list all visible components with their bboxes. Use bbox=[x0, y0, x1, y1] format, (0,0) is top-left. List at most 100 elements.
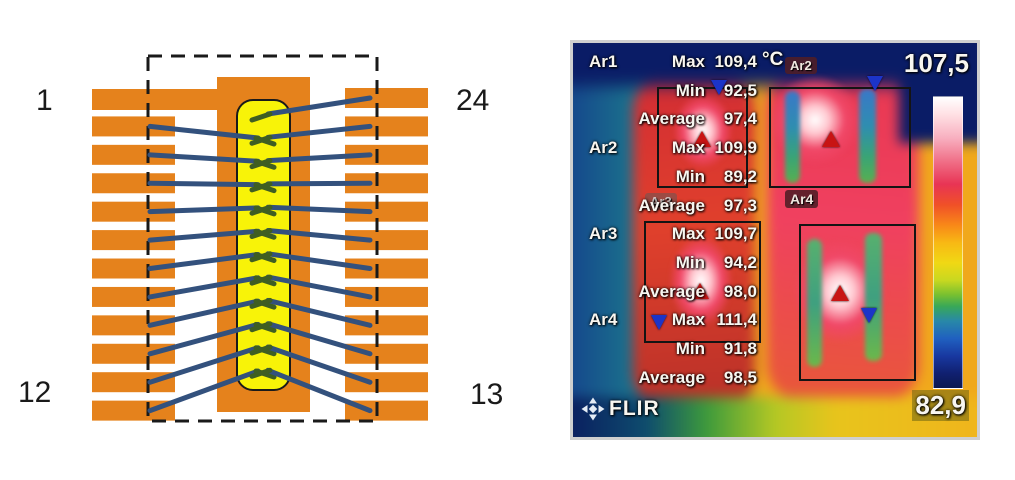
thermal-image: Ar3 Ar2 Ar4 °C 107,5 82,9 Ar1 Max 109,4 Min… bbox=[570, 40, 980, 440]
bond-wire-right bbox=[265, 204, 373, 215]
hot-spot-marker bbox=[691, 283, 709, 299]
lead-right bbox=[345, 286, 428, 307]
scale-max-value: 107,5 bbox=[903, 48, 969, 78]
bond-wire-left bbox=[147, 321, 261, 357]
lead-left-1-pad-tie bbox=[92, 89, 218, 110]
stat-label: Max bbox=[671, 138, 705, 158]
lead-left bbox=[92, 315, 175, 336]
stat-value: 109,9 bbox=[714, 138, 757, 158]
bond-stitch bbox=[249, 228, 273, 239]
leadframe-svg bbox=[92, 54, 428, 423]
stat-value: 109,4 bbox=[714, 52, 757, 71]
stat-value: 111,4 bbox=[716, 310, 757, 330]
stat-label: Average bbox=[638, 109, 705, 129]
stat-value: 97,4 bbox=[723, 109, 757, 129]
stat-label: Average bbox=[638, 367, 705, 387]
lead-left bbox=[92, 144, 175, 165]
cool-stripe bbox=[807, 239, 822, 367]
cool-stripe bbox=[785, 91, 800, 183]
lead-left bbox=[92, 400, 175, 421]
reading-row: Ar4 Max 111,4 bbox=[573, 310, 773, 330]
stat-value: 97,3 bbox=[723, 195, 757, 215]
flir-logo: FLIR bbox=[581, 397, 660, 421]
lead-left bbox=[92, 116, 175, 137]
bond-stitch bbox=[249, 367, 273, 379]
bond-wire-right bbox=[265, 95, 373, 117]
stat-label: Min bbox=[675, 339, 705, 358]
reading-row: Average 97,4 bbox=[573, 109, 773, 129]
measurement-readings: Ar1 Max 109,4 Min 92,5 Average 97,4 Ar2 Max 109,9… bbox=[573, 43, 977, 437]
reading-row: Average 98,5 bbox=[573, 368, 773, 388]
leadframe-diagram: 1 24 12 13 bbox=[18, 54, 503, 423]
bond-wire-right bbox=[265, 321, 373, 357]
hot-spot-marker bbox=[831, 285, 849, 301]
stat-label: Average bbox=[638, 195, 705, 215]
measurement-box-ar3 bbox=[644, 221, 761, 343]
area-label: Ar1 bbox=[589, 52, 618, 71]
bond-wire-left bbox=[147, 345, 261, 385]
lead-right bbox=[345, 88, 428, 108]
flir-wordmark: FLIR bbox=[609, 397, 660, 420]
lead-left bbox=[92, 258, 175, 279]
measurement-box-ar2 bbox=[769, 87, 911, 188]
lead-left bbox=[92, 201, 175, 222]
bond-wire-right bbox=[265, 228, 373, 243]
cool-stripe bbox=[859, 89, 876, 183]
reading-row: Average 97,3 bbox=[573, 196, 773, 216]
area-label: Ar2 bbox=[589, 138, 618, 158]
bond-wire-right bbox=[265, 297, 373, 328]
stat-label: Max bbox=[671, 52, 705, 71]
bond-wire-left bbox=[147, 205, 261, 215]
area-label: Ar3 bbox=[589, 224, 618, 244]
cold-spot-marker bbox=[867, 76, 883, 91]
bond-wire-right bbox=[265, 274, 373, 300]
scale-min-value: 82,9 bbox=[912, 390, 969, 421]
reading-row: Ar3 Max 109,7 bbox=[573, 224, 773, 244]
area-badge-ar4: Ar4 bbox=[785, 190, 819, 208]
lead-right bbox=[345, 258, 428, 279]
bond-stitch bbox=[249, 251, 273, 263]
stat-label: Min bbox=[675, 80, 705, 100]
reading-row: Average 98,0 bbox=[573, 282, 773, 302]
lead-left bbox=[92, 230, 175, 251]
bond-wire-left bbox=[147, 275, 261, 300]
bond-wire-right bbox=[265, 180, 373, 187]
bond-wire-right bbox=[265, 367, 373, 414]
lead-right bbox=[345, 400, 428, 421]
bond-wire-right bbox=[265, 344, 373, 385]
lead-right bbox=[345, 144, 428, 165]
hot-spot-blob bbox=[769, 75, 861, 165]
stat-label: Min bbox=[675, 166, 705, 186]
bond-wire-right bbox=[265, 123, 373, 140]
hot-spot-marker bbox=[822, 131, 840, 147]
stat-value: 94,2 bbox=[723, 252, 757, 272]
bond-wire-left bbox=[147, 252, 261, 272]
bond-stitch bbox=[249, 134, 273, 146]
stat-value: 91,8 bbox=[723, 339, 757, 358]
stat-value: 92,5 bbox=[723, 80, 757, 100]
lead-right bbox=[345, 116, 428, 137]
bond-wire-left bbox=[147, 298, 261, 328]
bond-wire-right bbox=[265, 152, 373, 164]
lead-left bbox=[92, 286, 175, 307]
stat-value: 98,5 bbox=[723, 367, 757, 387]
bond-wire-left bbox=[147, 123, 261, 141]
thermal-background bbox=[573, 43, 977, 437]
stat-label: Average bbox=[638, 281, 705, 301]
hot-spot-marker bbox=[693, 131, 711, 147]
lead-right bbox=[345, 315, 428, 336]
pin-label-1: 1 bbox=[36, 84, 53, 117]
hot-spot-blob bbox=[669, 235, 733, 327]
bond-stitch bbox=[249, 204, 273, 216]
pin-label-24: 24 bbox=[456, 84, 490, 117]
area-badge-ar3: Ar3 bbox=[645, 193, 677, 210]
reading-row: Ar1 Max 109,4 bbox=[573, 52, 773, 72]
thermal-bg-bottom-strip bbox=[573, 397, 977, 437]
bond-wire-left bbox=[147, 228, 261, 243]
measurement-box-ar4 bbox=[799, 224, 916, 381]
flir-compass-icon bbox=[581, 397, 605, 421]
bond-stitch bbox=[249, 111, 273, 123]
reading-row: Min 89,2 bbox=[573, 167, 773, 187]
lead-right bbox=[345, 372, 428, 393]
